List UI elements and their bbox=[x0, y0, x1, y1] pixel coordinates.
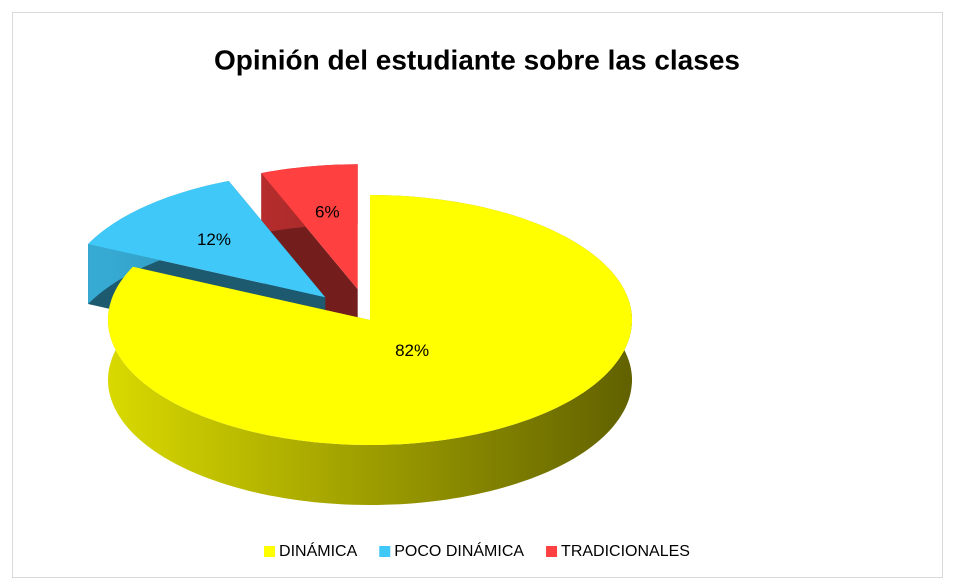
legend: DINÁMICA POCO DINÁMICA TRADICIONALES bbox=[264, 541, 690, 560]
legend-label: TRADICIONALES bbox=[561, 543, 690, 560]
legend-label: DINÁMICA bbox=[279, 541, 358, 560]
slice bbox=[88, 181, 326, 298]
legend-swatch bbox=[546, 546, 558, 557]
legend-swatch bbox=[379, 546, 391, 557]
chart-title: Opinión del estudiante sobre las clases bbox=[214, 44, 740, 75]
data-label: 82% bbox=[395, 341, 429, 360]
slice bbox=[261, 164, 358, 290]
slice bbox=[108, 195, 632, 445]
legend-label: POCO DINÁMICA bbox=[394, 541, 524, 560]
legend-swatch bbox=[264, 546, 276, 557]
plot-area: 82% 12% 6% bbox=[88, 164, 632, 505]
data-label: 6% bbox=[315, 203, 340, 222]
data-label: 12% bbox=[197, 230, 231, 249]
